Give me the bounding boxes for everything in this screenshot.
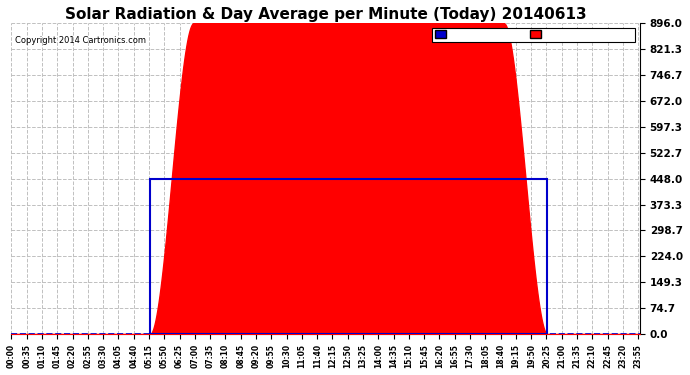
Legend: Median (W/m2), Radiation (W/m2): Median (W/m2), Radiation (W/m2) [432, 28, 635, 42]
Bar [150, 178, 547, 334]
Text: Copyright 2014 Cartronics.com: Copyright 2014 Cartronics.com [14, 36, 146, 45]
Title: Solar Radiation & Day Average per Minute (Today) 20140613: Solar Radiation & Day Average per Minute… [65, 7, 586, 22]
